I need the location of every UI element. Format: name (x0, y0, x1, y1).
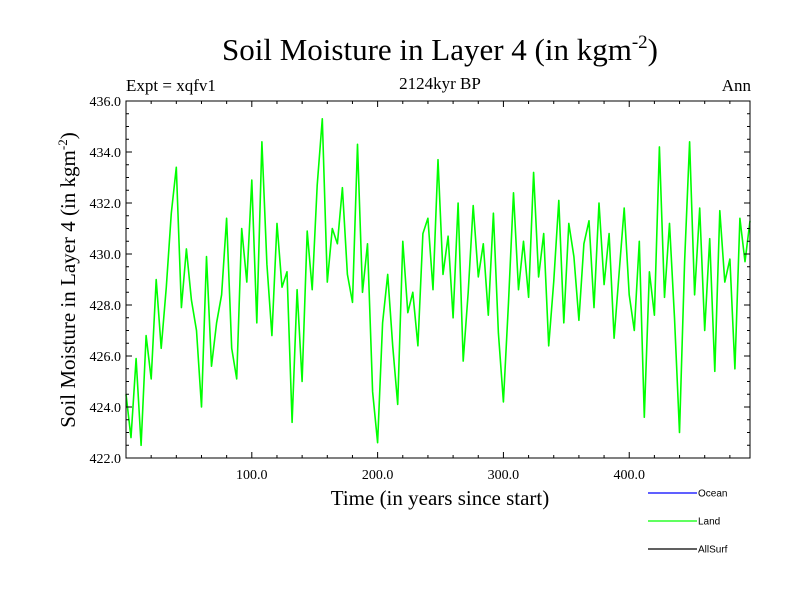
plot-frame (125, 100, 751, 459)
y-tick-label: 428.0 (90, 299, 122, 314)
x-tick-label: 300.0 (488, 468, 520, 483)
legend-label-allsurf: AllSurf (698, 545, 728, 556)
y-tick-label: 426.0 (90, 350, 122, 365)
chart-title-text: Soil Moisture in Layer 4 (in kgm (222, 32, 632, 67)
series-line-land (125, 118, 751, 447)
y-tick-label: 436.0 (90, 95, 122, 110)
chart-subtitle-center: 2124kyr BP (399, 74, 481, 93)
y-tick-label: 434.0 (90, 146, 122, 161)
x-axis-label: Time (in years since start) (330, 486, 550, 510)
y-tick-label: 424.0 (90, 401, 122, 416)
y-tick-label: 432.0 (90, 197, 122, 212)
y-tick-label: 430.0 (90, 248, 122, 263)
x-tick-label: 400.0 (613, 468, 645, 483)
legend-label-land: Land (698, 517, 720, 528)
x-tick-label: 200.0 (362, 468, 394, 483)
chart-title-sup: -2 (631, 32, 648, 53)
x-tick-label: 100.0 (236, 468, 268, 483)
y-tick-label: 422.0 (90, 452, 122, 467)
axis-layer: 422.0 424.0 426.0 428.0 430.0 432.0 434.0 436.0… (90, 95, 751, 483)
chart-subtitle-right: Ann (721, 76, 751, 95)
chart-subtitle-left: Expt = xqfv1 (126, 76, 216, 95)
chart-title: Soil Moisture in Layer 4 (in kgm-2) (0, 32, 800, 68)
legend-label-ocean: Ocean (698, 489, 727, 500)
chart-title-tail: ) (647, 32, 658, 67)
legend-layer: Ocean Land AllSurf (648, 489, 728, 556)
series-layer (125, 118, 751, 447)
